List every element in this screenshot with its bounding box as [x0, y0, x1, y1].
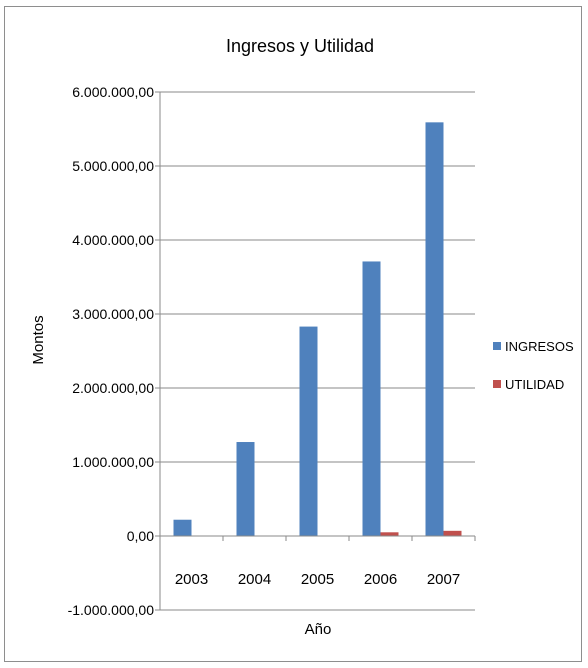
- x-tick-label: 2004: [238, 571, 271, 588]
- bars: [173, 122, 462, 536]
- y-tick-label: 4.000.000,00: [72, 232, 154, 248]
- legend-item: UTILIDAD: [493, 377, 564, 392]
- utilidad-bar: [443, 530, 462, 536]
- y-tick-label: 1.000.000,00: [72, 454, 154, 470]
- y-tick-label: 2.000.000,00: [72, 380, 154, 396]
- legend-swatch: [493, 342, 501, 350]
- x-tick-label: 2003: [175, 571, 208, 588]
- x-tick-label: 2006: [364, 571, 397, 588]
- x-axis-label: Año: [305, 621, 332, 638]
- legend-label: UTILIDAD: [505, 377, 564, 392]
- chart-frame: [4, 6, 582, 662]
- x-tick-label: 2005: [301, 571, 334, 588]
- legend: INGRESOS UTILIDAD: [493, 339, 574, 392]
- y-tick-label: 3.000.000,00: [72, 306, 154, 322]
- y-tick-label: -1.000.000,00: [68, 602, 155, 618]
- chart-title: Ingresos y Utilidad: [226, 36, 374, 56]
- ingresos-bar: [425, 122, 444, 536]
- y-axis-label: Montos: [30, 315, 47, 364]
- x-tick-label: 2007: [427, 571, 460, 588]
- legend-item: INGRESOS: [493, 339, 574, 354]
- ingresos-bar: [299, 326, 318, 536]
- legend-label: INGRESOS: [505, 339, 574, 354]
- ingresos-bar: [236, 442, 255, 536]
- utilidad-bar: [380, 532, 399, 536]
- ingresos-bar: [173, 519, 192, 536]
- y-tick-label: 6.000.000,00: [72, 84, 154, 100]
- y-tick-label: 0,00: [127, 528, 154, 544]
- axes: 6.000.000,00 5.000.000,00 4.000.000,00 3.00…: [68, 84, 476, 618]
- y-tick-label: 5.000.000,00: [72, 158, 154, 174]
- legend-swatch: [493, 380, 501, 388]
- ingresos-bar: [362, 261, 381, 536]
